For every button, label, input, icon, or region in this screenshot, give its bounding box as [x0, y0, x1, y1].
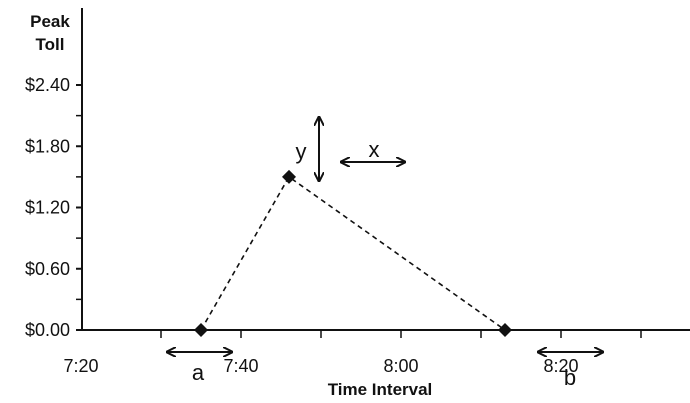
series: [194, 169, 512, 337]
annotation-a: a: [192, 360, 205, 385]
y-tick-label: $0.00: [25, 320, 70, 340]
x-tick-label: 8:20: [543, 356, 578, 376]
x-tick-label: 8:00: [383, 356, 418, 376]
x-ticks: 7:20 7:40 8:00 8:20: [63, 330, 642, 376]
series-line: [200, 175, 506, 331]
annotation-x: x: [369, 137, 380, 162]
x-tick-label: 7:20: [63, 356, 98, 376]
annotation-b: b: [564, 365, 576, 390]
annotations: a b x y: [167, 117, 603, 390]
annotation-y: y: [296, 139, 307, 164]
data-point: [282, 169, 296, 184]
y-tick-label: $1.20: [25, 198, 70, 218]
data-point: [194, 323, 208, 337]
y-tick-label: $0.60: [25, 259, 70, 279]
y-ticks: $0.00 $0.60 $1.20 $1.80 $2.40: [25, 75, 82, 340]
y-axis-title-line-1: Peak: [30, 12, 70, 31]
x-axis-title: Time Interval: [328, 380, 433, 399]
axes: [81, 8, 690, 331]
x-tick-label: 7:40: [223, 356, 258, 376]
y-axis-title-line-2: Toll: [36, 35, 65, 54]
data-point: [498, 323, 512, 337]
y-tick-label: $1.80: [25, 136, 70, 156]
y-tick-label: $2.40: [25, 75, 70, 95]
